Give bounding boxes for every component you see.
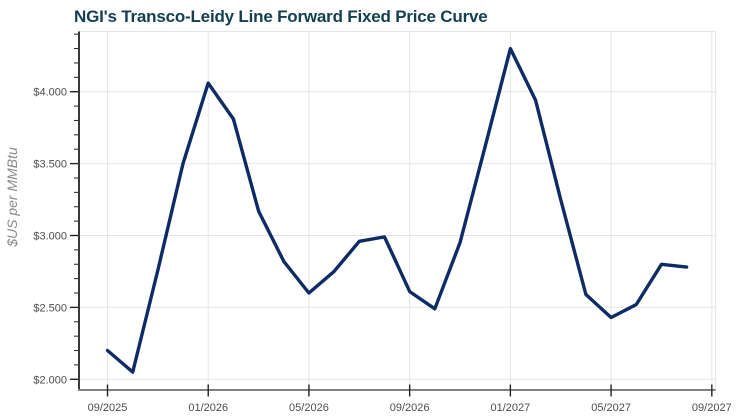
x-tick-label: 01/2026	[188, 402, 228, 414]
y-tick-label: $4.000	[33, 87, 67, 99]
y-tick-label: $3.000	[33, 231, 67, 243]
y-tick-label: $2.500	[33, 302, 67, 314]
x-tick-label: 01/2027	[490, 402, 530, 414]
y-tick-label: $2.000	[33, 374, 67, 386]
x-tick-label: 09/2027	[692, 402, 732, 414]
price-series-line[interactable]	[105, 46, 689, 374]
x-tick-label: 09/2025	[88, 402, 128, 414]
y-tick-label: $3.500	[33, 159, 67, 171]
x-tick-label: 05/2026	[289, 402, 329, 414]
x-tick-label: 09/2026	[390, 402, 430, 414]
x-tick-label: 05/2027	[591, 402, 631, 414]
chart-title: NGI's Transco-Leidy Line Forward Fixed P…	[74, 7, 488, 26]
